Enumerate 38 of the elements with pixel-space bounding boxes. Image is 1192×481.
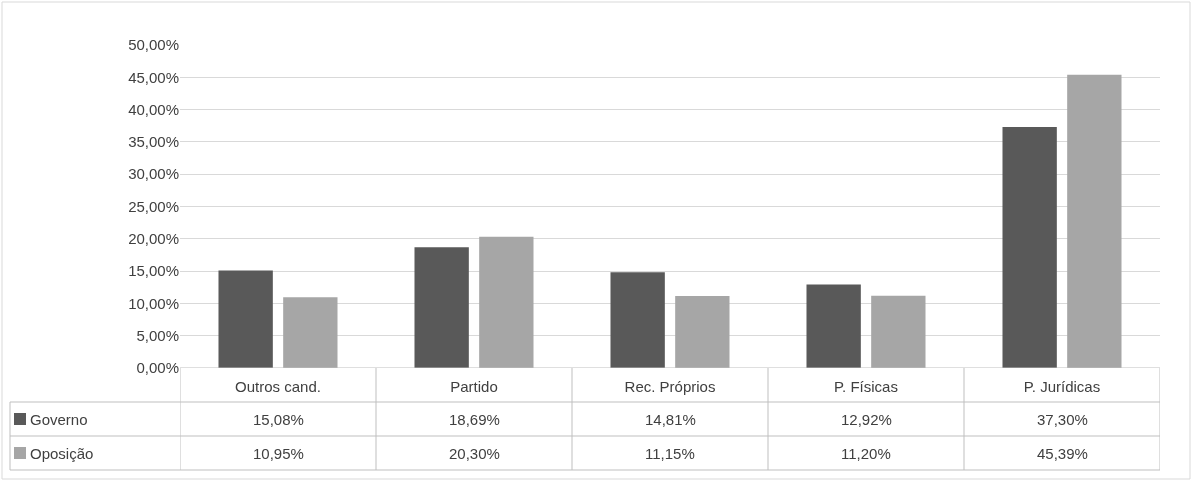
bar xyxy=(675,295,730,368)
x-tick-label: P. Físicas xyxy=(834,378,898,395)
x-tick-label: P. Jurídicas xyxy=(1023,378,1101,395)
y-tick-label: 35,00% xyxy=(128,133,179,151)
x-tick-label: Partido xyxy=(450,378,498,395)
x-tick-label: Rec. Próprios xyxy=(624,378,716,395)
y-tick-label: 10,00% xyxy=(128,294,179,312)
bar xyxy=(283,297,338,368)
x-tick-label: Outros cand. xyxy=(235,378,321,395)
data-label: 11,15% xyxy=(645,445,695,462)
y-tick-label: 45,00% xyxy=(128,68,179,86)
bar xyxy=(610,272,665,368)
data-label: 14,81% xyxy=(645,411,696,428)
y-tick-label: 25,00% xyxy=(128,197,179,215)
bar xyxy=(479,236,534,368)
y-tick-label: 30,00% xyxy=(128,165,179,183)
legend-label: Governo xyxy=(30,411,88,428)
data-label: 37,30% xyxy=(1037,411,1088,428)
data-label: 45,39% xyxy=(1037,445,1088,462)
bar xyxy=(218,270,273,368)
y-tick-label: 20,00% xyxy=(128,230,179,248)
y-tick-label: 40,00% xyxy=(128,100,179,118)
y-tick-label: 0,00% xyxy=(136,359,179,377)
bar xyxy=(1067,74,1122,368)
bar xyxy=(806,284,861,368)
data-label: 15,08% xyxy=(253,411,304,428)
bar xyxy=(1002,127,1057,368)
data-label: 18,69% xyxy=(449,411,500,428)
data-label: 12,92% xyxy=(841,411,892,428)
y-tick-label: 50,00% xyxy=(128,36,179,54)
y-tick-label: 15,00% xyxy=(128,262,179,280)
bar xyxy=(871,295,926,368)
y-tick-label: 5,00% xyxy=(136,326,179,344)
bar xyxy=(414,247,469,368)
data-label: 20,30% xyxy=(449,445,500,462)
legend-label: Oposição xyxy=(30,445,94,462)
data-label: 10,95% xyxy=(253,445,304,462)
data-label: 11,20% xyxy=(841,445,891,462)
